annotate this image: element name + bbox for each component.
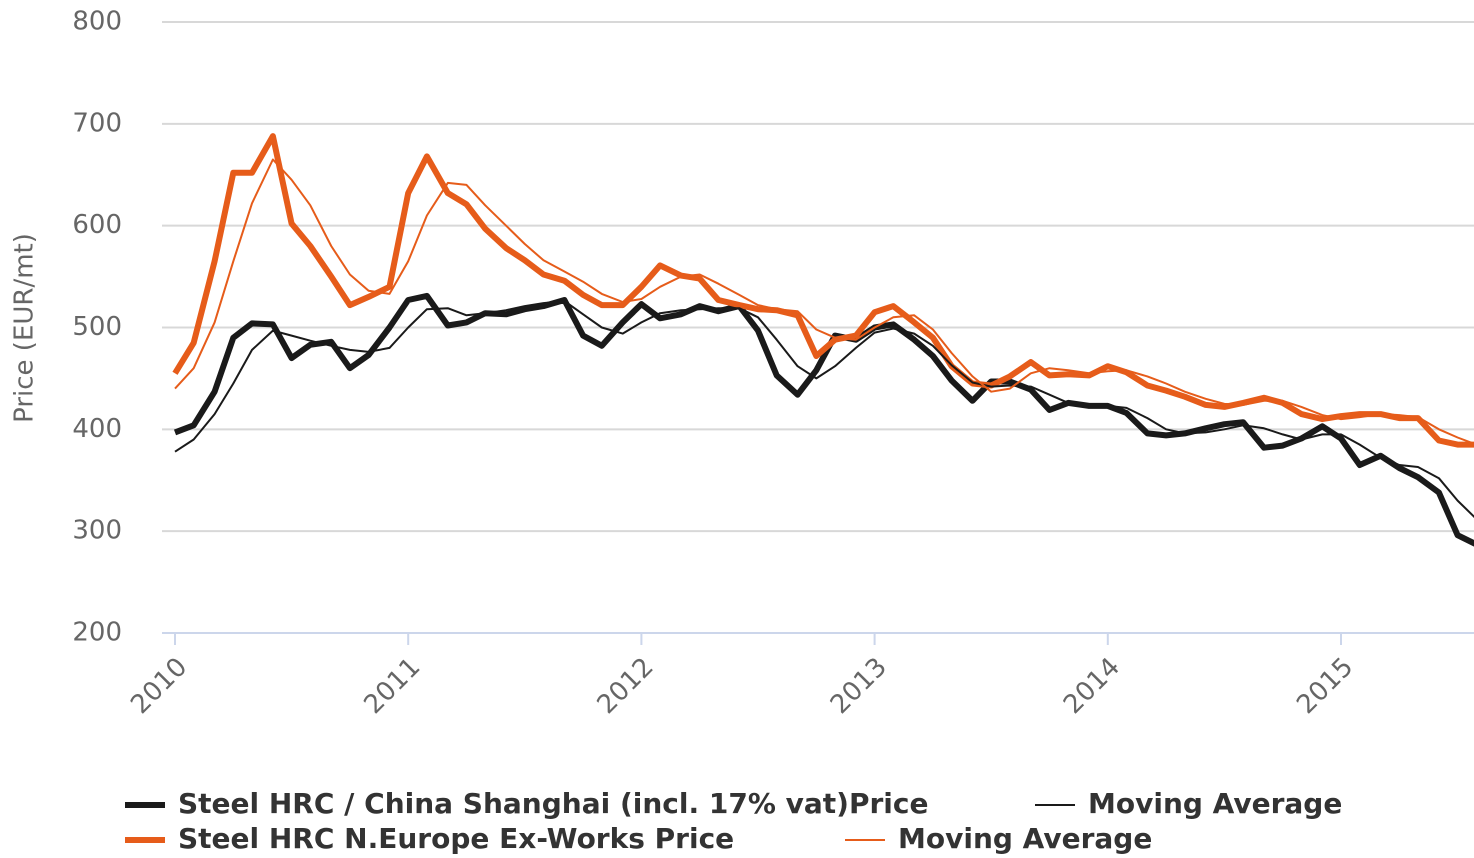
series-line (174, 300, 1474, 519)
y-tick-label: 500 (72, 312, 122, 342)
x-tick-label: 2010 (125, 652, 193, 720)
y-axis-label: Price (EUR/mt) (10, 233, 40, 423)
y-tick-label: 600 (72, 210, 122, 240)
legend-label: Moving Average (1088, 787, 1342, 820)
series-line (174, 158, 1474, 445)
x-tick-label: 2012 (592, 652, 660, 720)
x-tick-label: 2015 (1291, 652, 1359, 720)
x-tick-label: 2013 (825, 652, 893, 720)
y-tick-label: 200 (72, 618, 122, 648)
series-line (173, 292, 1474, 547)
legend-label: Steel HRC N.Europe Ex-Works Price (178, 822, 734, 855)
y-tick-label: 400 (72, 414, 122, 444)
y-tick-label: 700 (72, 108, 122, 138)
x-tick-label: 2014 (1058, 652, 1126, 720)
legend-label: Moving Average (898, 822, 1152, 855)
x-tick-label: 2011 (358, 652, 426, 720)
legend-label: Steel HRC / China Shanghai (incl. 17% va… (178, 787, 928, 820)
y-tick-label: 300 (72, 516, 122, 546)
series-line (172, 133, 1474, 448)
y-tick-label: 800 (72, 7, 122, 37)
